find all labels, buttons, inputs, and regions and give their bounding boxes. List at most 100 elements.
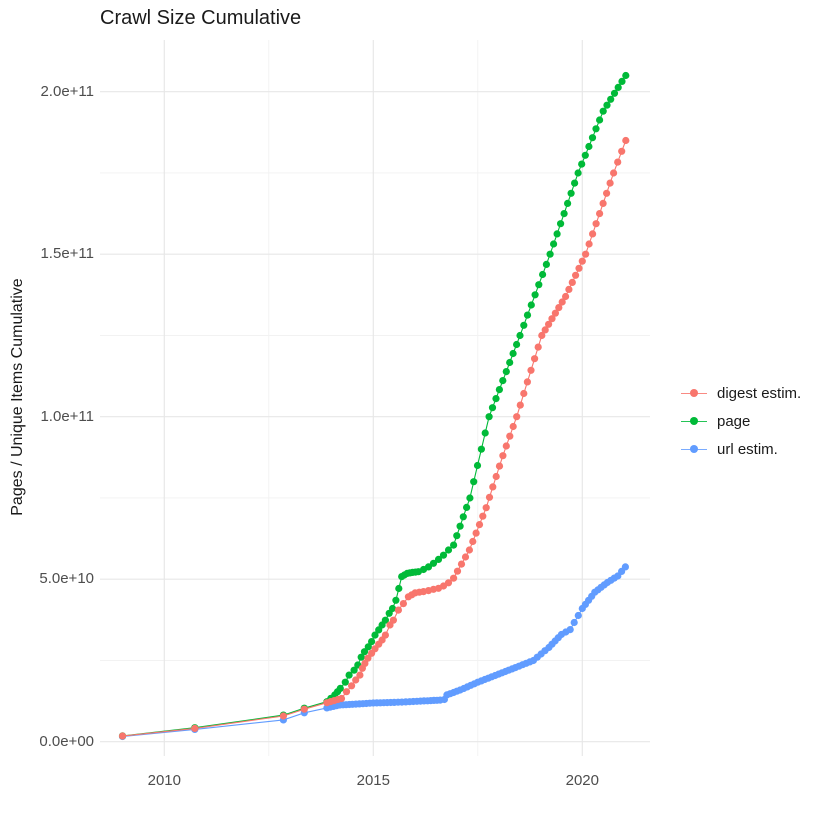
data-point: [439, 551, 448, 559]
data-point: [444, 579, 453, 587]
data-point: [546, 250, 554, 258]
data-point: [596, 210, 604, 218]
data-point: [548, 315, 556, 323]
data-point: [342, 688, 351, 696]
data-point: [614, 158, 622, 166]
x-tick-label: 2010: [147, 772, 181, 789]
data-point: [592, 125, 600, 133]
series-page: [118, 71, 630, 740]
data-point: [492, 472, 500, 481]
y-tick-label: 5.0e+10: [39, 570, 94, 588]
data-point: [459, 513, 467, 521]
data-point: [558, 298, 566, 306]
data-point: [572, 271, 580, 279]
data-point: [557, 220, 565, 228]
data-point: [578, 257, 586, 265]
data-point: [479, 512, 487, 520]
data-point: [352, 676, 360, 684]
data-point: [560, 210, 568, 218]
data-point: [614, 83, 622, 91]
y-tick-label: 2.0e+11: [40, 82, 94, 100]
data-point: [622, 71, 630, 80]
data-point: [502, 368, 510, 376]
data-point: [509, 349, 517, 358]
data-point: [610, 169, 618, 177]
data-point: [361, 659, 369, 668]
data-point: [475, 521, 484, 529]
data-point: [337, 694, 346, 703]
data-point: [506, 358, 514, 367]
data-point: [523, 378, 532, 386]
data-point: [589, 230, 597, 238]
data-point: [550, 240, 558, 248]
data-point: [567, 189, 575, 197]
data-point: [485, 413, 493, 421]
data-point: [516, 401, 524, 409]
data-point: [300, 705, 308, 713]
legend-item-url-estim: url estim.: [681, 435, 801, 463]
data-point: [399, 600, 407, 608]
data-point: [485, 493, 494, 501]
data-point: [336, 684, 344, 693]
data-point: [394, 606, 402, 614]
data-point: [539, 270, 547, 279]
data-point: [531, 355, 539, 363]
legend-item-digest-estim: digest estim.: [681, 379, 801, 407]
data-point: [588, 134, 597, 142]
data-point: [364, 643, 372, 651]
data-point: [578, 160, 586, 168]
data-point: [118, 732, 127, 740]
data-point: [618, 147, 626, 155]
data-point: [622, 136, 630, 145]
data-point: [618, 77, 626, 85]
data-point: [371, 631, 379, 639]
data-point: [450, 574, 458, 582]
data-point: [574, 169, 582, 177]
data-point: [506, 432, 514, 440]
data-point: [523, 311, 532, 319]
gridlines-major: [100, 40, 650, 756]
data-point: [389, 616, 397, 624]
data-point: [392, 596, 400, 604]
data-point: [542, 260, 551, 268]
data-point: [461, 553, 470, 561]
data-point: [470, 478, 478, 486]
data-point: [477, 445, 485, 453]
y-tick-label: 0.0e+00: [39, 732, 94, 750]
data-point: [453, 532, 461, 540]
data-point: [585, 142, 593, 151]
data-point: [551, 309, 560, 317]
data-point: [555, 304, 563, 312]
data-point: [516, 331, 524, 340]
data-point: [472, 529, 480, 537]
legend-item-page: page: [681, 407, 801, 435]
data-point: [381, 631, 389, 639]
data-point: [495, 462, 504, 470]
gridlines-minor: [100, 40, 650, 756]
data-point: [509, 422, 517, 431]
data-point: [345, 671, 353, 679]
data-point: [606, 179, 614, 187]
data-point: [603, 189, 611, 197]
data-point: [585, 240, 593, 248]
data-point: [527, 366, 535, 374]
data-point: [466, 494, 474, 502]
data-point: [534, 343, 542, 351]
legend-label: page: [717, 412, 751, 430]
data-point: [492, 395, 500, 403]
y-tick-label: 1.0e+11: [40, 407, 94, 425]
legend-key-icon: [681, 388, 707, 398]
data-point: [279, 712, 287, 720]
data-point: [350, 666, 358, 674]
data-point: [473, 461, 482, 470]
data-point: [356, 671, 364, 679]
data-point: [381, 616, 389, 624]
data-point: [571, 179, 579, 187]
data-point: [191, 724, 199, 733]
data-point: [531, 291, 539, 299]
data-point: [499, 377, 507, 385]
data-point: [541, 326, 549, 334]
data-point: [463, 503, 471, 511]
data-point: [456, 522, 464, 530]
